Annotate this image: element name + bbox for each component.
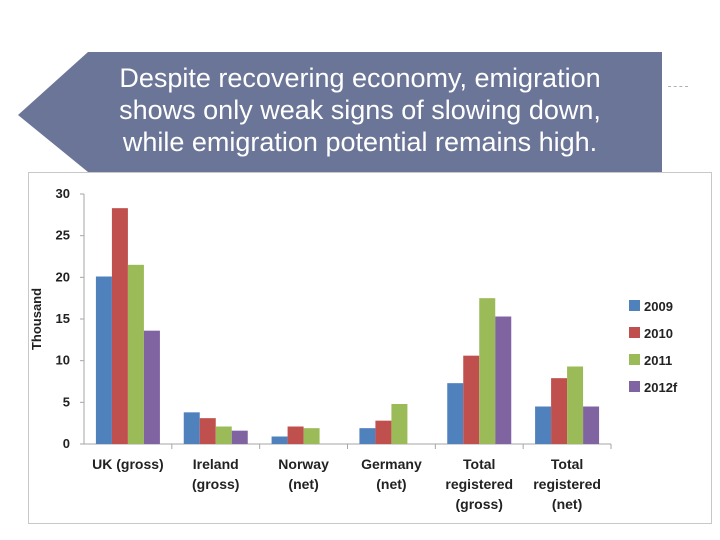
y-tick-label: 15 xyxy=(56,311,70,326)
bar-2011-0 xyxy=(127,264,144,444)
bar-2010-2 xyxy=(287,426,304,444)
bar-2009-3 xyxy=(359,428,376,444)
bar-2012f-0 xyxy=(143,330,160,444)
x-category-label: registered xyxy=(445,476,513,492)
x-category-label: (gross) xyxy=(456,496,503,512)
bar-2009-2 xyxy=(271,436,288,444)
x-category-label: Total xyxy=(551,456,583,472)
x-category-label: Germany xyxy=(361,456,422,472)
legend-label-2011: 2011 xyxy=(644,353,672,368)
x-category-label: (net) xyxy=(376,476,406,492)
bar-2012f-1 xyxy=(231,430,248,444)
y-tick-label: 10 xyxy=(56,353,70,368)
bar-2010-4 xyxy=(463,355,480,444)
legend-label-2012f: 2012f xyxy=(644,380,678,395)
slide-title: Despite recovering economy, emigration s… xyxy=(55,62,665,158)
bar-2010-1 xyxy=(199,418,216,444)
decorative-dash xyxy=(668,86,688,87)
bar-2009-5 xyxy=(535,406,552,444)
y-tick-label: 0 xyxy=(63,436,70,451)
legend-label-2010: 2010 xyxy=(644,326,673,341)
banner-arrow-shape xyxy=(18,52,662,172)
x-category-label: UK (gross) xyxy=(92,456,164,472)
bar-2009-1 xyxy=(183,412,200,444)
y-tick-label: 5 xyxy=(63,394,70,409)
legend-swatch-2011 xyxy=(629,354,640,365)
bar-2009-0 xyxy=(95,276,112,444)
y-tick-label: 25 xyxy=(56,228,70,243)
bar-2012f-4 xyxy=(495,316,512,444)
bar-2010-0 xyxy=(111,208,128,444)
x-category-label: Ireland xyxy=(193,456,239,472)
bar-2011-3 xyxy=(391,404,408,444)
x-category-label: Norway xyxy=(278,456,329,472)
legend-swatch-2009 xyxy=(629,300,640,311)
bar-2011-5 xyxy=(567,366,584,444)
bar-chart: 0 5 10 15 20 25 30 Thousand UK (gross) Ireland (gr… xyxy=(29,186,678,512)
y-tick-label: 20 xyxy=(56,269,70,284)
title-line-2: shows only weak signs of slowing down, xyxy=(119,95,601,125)
legend-swatch-2010 xyxy=(629,327,640,338)
legend-label-2009: 2009 xyxy=(644,299,673,314)
chart-frame: 0 5 10 15 20 25 30 Thousand UK (gross) Ireland (gr… xyxy=(28,172,712,524)
legend-swatch-2012f xyxy=(629,381,640,392)
bar-2010-5 xyxy=(551,378,568,444)
title-line-3: while emigration potential remains high. xyxy=(122,127,598,157)
x-category-label: (net) xyxy=(288,476,318,492)
x-category-label: registered xyxy=(533,476,601,492)
y-tick-label: 30 xyxy=(56,186,70,201)
title-line-1: Despite recovering economy, emigration xyxy=(119,63,601,93)
bar-2011-1 xyxy=(215,426,232,444)
bar-2012f-5 xyxy=(583,406,600,444)
title-banner xyxy=(18,52,662,172)
bar-2010-3 xyxy=(375,420,392,444)
bar-2009-4 xyxy=(447,383,464,444)
bar-2011-4 xyxy=(479,298,496,444)
bar-2011-2 xyxy=(303,428,320,444)
x-category-label: (gross) xyxy=(192,476,239,492)
y-axis-label: Thousand xyxy=(29,288,44,350)
x-category-label: Total xyxy=(463,456,495,472)
x-category-label: (net) xyxy=(552,496,582,512)
